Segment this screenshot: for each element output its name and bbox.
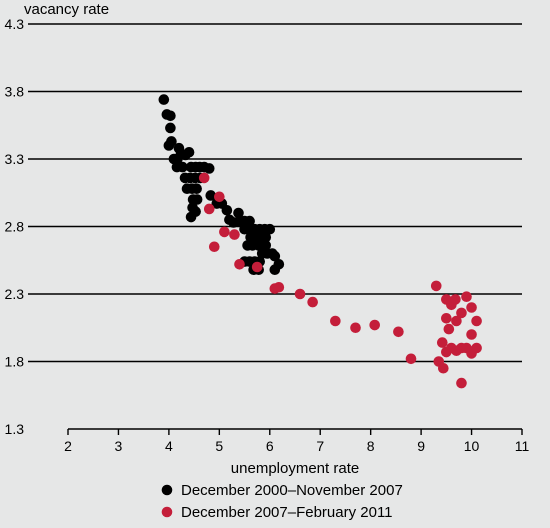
x-tick-label: 2 (64, 438, 72, 454)
legend-swatch-icon (162, 507, 173, 518)
data-point-s2 (431, 281, 442, 292)
data-point-s1 (159, 94, 170, 105)
data-point-s2 (441, 313, 452, 324)
data-point-s2 (219, 227, 230, 238)
legend-label: December 2000–November 2007 (181, 482, 403, 499)
beveridge-scatter-chart: 2 3 4 5 6 7 8 9 10 11 1.3 1.8 2.3 2.8 3.3 3.8 4.3vacancy… (0, 0, 550, 528)
data-point-s2 (369, 320, 380, 331)
y-tick-label: 1.8 (5, 354, 25, 370)
data-point-s2 (330, 316, 341, 327)
data-point-s2 (393, 327, 404, 338)
data-point-s2 (466, 302, 477, 313)
data-point-s1 (270, 264, 281, 275)
y-tick-label: 3.3 (5, 151, 25, 167)
data-point-s1 (204, 163, 215, 174)
data-point-s1 (191, 183, 202, 194)
data-point-s2 (234, 259, 245, 270)
y-tick-label: 1.3 (5, 421, 25, 437)
x-tick-label: 11 (515, 438, 530, 454)
data-point-s2 (461, 291, 472, 302)
data-point-s2 (204, 204, 215, 215)
x-axis-label: unemployment rate (231, 460, 359, 477)
data-point-s1 (165, 111, 176, 122)
data-point-s2 (270, 283, 281, 294)
x-tick-label: 9 (417, 438, 425, 454)
data-point-s2 (307, 297, 318, 308)
y-tick-label: 2.8 (5, 219, 25, 235)
data-point-s2 (456, 378, 467, 389)
data-point-s2 (466, 329, 477, 340)
data-point-s2 (471, 343, 482, 354)
legend-label: December 2007–February 2011 (181, 504, 393, 521)
data-point-s2 (229, 229, 240, 240)
data-point-s2 (252, 262, 263, 273)
x-tick-label: 8 (367, 438, 375, 454)
data-point-s2 (209, 241, 220, 252)
y-tick-label: 2.3 (5, 286, 25, 302)
data-point-s2 (406, 354, 417, 365)
x-tick-label: 7 (316, 438, 324, 454)
data-point-s1 (186, 212, 197, 223)
data-point-s2 (450, 294, 461, 305)
data-point-s1 (222, 205, 233, 216)
data-point-s1 (165, 123, 176, 134)
y-tick-label: 4.3 (5, 16, 25, 32)
data-point-s2 (456, 308, 467, 319)
x-tick-label: 10 (464, 438, 480, 454)
data-point-s2 (295, 289, 306, 300)
legend-swatch-icon (162, 485, 173, 496)
x-tick-label: 6 (266, 438, 274, 454)
data-point-s2 (350, 322, 361, 333)
x-tick-label: 4 (165, 438, 173, 454)
data-point-s2 (471, 316, 482, 327)
x-tick-label: 5 (215, 438, 223, 454)
data-point-s2 (437, 337, 448, 348)
y-tick-label: 3.8 (5, 84, 25, 100)
data-point-s2 (444, 324, 455, 335)
x-tick-label: 3 (115, 438, 123, 454)
data-point-s1 (184, 147, 195, 158)
data-point-s2 (214, 192, 225, 203)
data-point-s2 (199, 173, 210, 184)
data-point-s2 (438, 363, 449, 374)
y-axis-label: vacancy rate (24, 1, 109, 18)
